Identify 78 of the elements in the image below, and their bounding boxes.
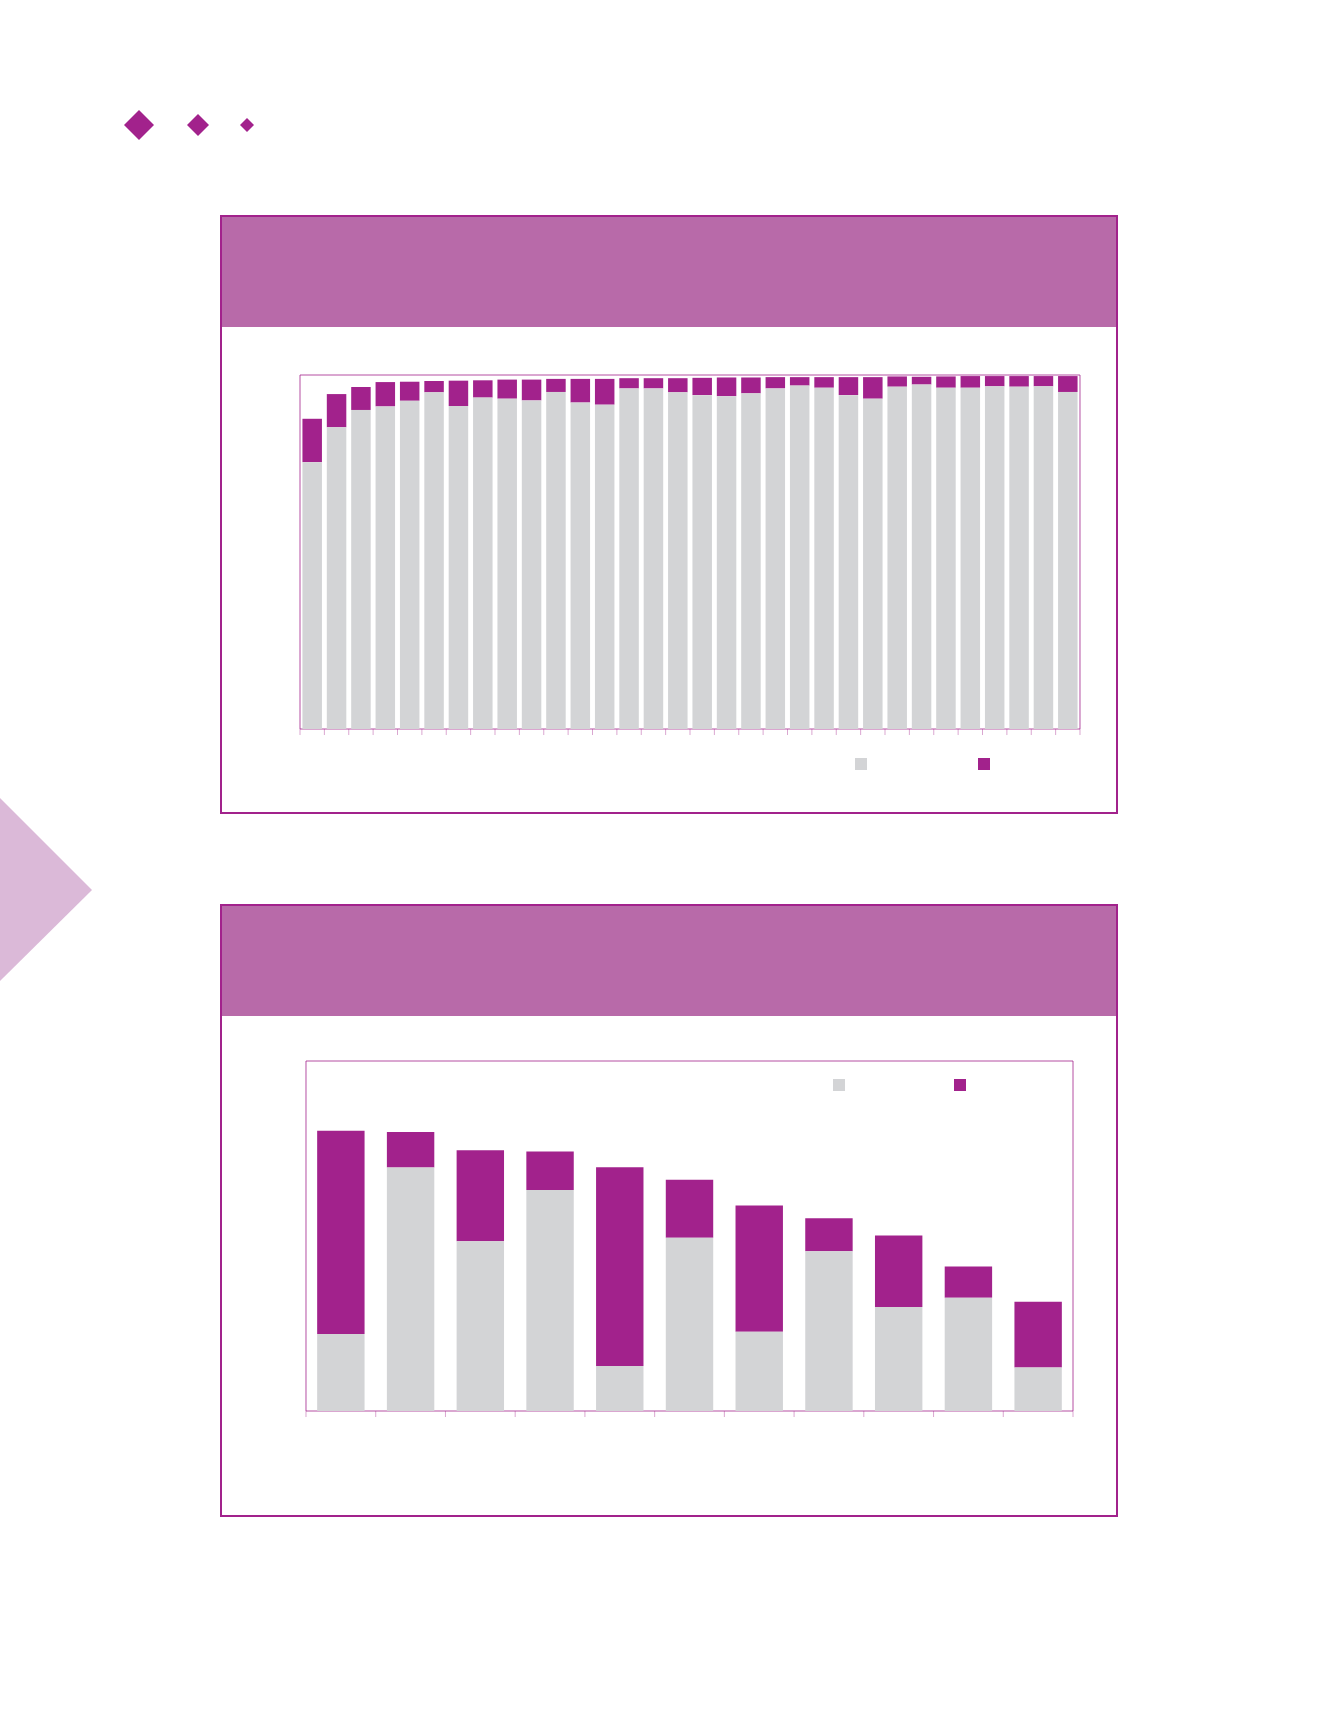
bar	[497, 398, 517, 730]
bar	[546, 391, 566, 730]
bar	[302, 462, 322, 730]
bar	[473, 397, 493, 730]
bar	[351, 387, 371, 410]
bar	[375, 382, 396, 407]
bar	[944, 1266, 993, 1298]
bar	[863, 398, 883, 730]
bar	[546, 378, 566, 392]
bar	[1014, 1367, 1062, 1412]
bar	[596, 1365, 644, 1412]
bar	[874, 1307, 923, 1412]
bar	[326, 427, 347, 730]
bar	[716, 377, 737, 397]
bar	[424, 392, 444, 730]
bar	[521, 400, 542, 730]
bar	[765, 377, 786, 389]
bar	[596, 1167, 644, 1366]
bar	[874, 1235, 923, 1308]
bar	[399, 400, 420, 730]
bar	[619, 378, 639, 389]
bar	[570, 402, 591, 730]
bar	[984, 386, 1005, 730]
bar	[351, 409, 371, 730]
bar	[317, 1333, 365, 1412]
bar	[911, 384, 932, 730]
bar	[668, 392, 688, 730]
bar	[735, 1205, 783, 1332]
bar	[424, 381, 444, 393]
bar	[936, 387, 956, 730]
bar	[386, 1167, 435, 1412]
bar	[668, 378, 688, 393]
bar	[497, 379, 517, 399]
bar	[665, 1179, 714, 1238]
bar	[570, 378, 591, 403]
bar	[735, 1331, 783, 1412]
bar	[448, 406, 469, 730]
bar	[692, 395, 712, 730]
bar	[863, 377, 883, 399]
bar	[302, 418, 322, 463]
bar	[814, 387, 834, 730]
bar	[665, 1237, 714, 1412]
bar	[1009, 386, 1029, 730]
bar	[741, 377, 761, 394]
bar	[765, 388, 786, 730]
bar	[1058, 391, 1078, 730]
bar	[741, 393, 761, 730]
bar	[944, 1297, 993, 1412]
bar	[594, 378, 615, 405]
bar	[814, 377, 834, 388]
bar	[805, 1218, 853, 1252]
bar	[594, 404, 615, 730]
bar	[526, 1189, 574, 1412]
bar	[399, 381, 420, 401]
bar	[838, 377, 859, 396]
bar	[805, 1251, 853, 1412]
bar	[716, 396, 737, 730]
bar	[375, 406, 396, 730]
bar	[692, 377, 712, 396]
bar	[1014, 1301, 1062, 1368]
bar	[448, 380, 469, 407]
bar	[386, 1131, 435, 1168]
bar	[473, 380, 493, 398]
bar	[456, 1241, 505, 1412]
bar	[643, 378, 664, 389]
bar	[1033, 386, 1054, 730]
bar	[526, 1151, 574, 1190]
bar	[789, 385, 810, 730]
bar	[456, 1150, 505, 1242]
bar	[643, 388, 664, 730]
bar	[317, 1130, 365, 1334]
bar	[960, 387, 981, 730]
bar	[326, 394, 347, 428]
bar	[838, 395, 859, 730]
bar	[521, 379, 542, 401]
bar	[789, 377, 810, 386]
bar	[619, 388, 639, 730]
bar	[887, 386, 907, 730]
